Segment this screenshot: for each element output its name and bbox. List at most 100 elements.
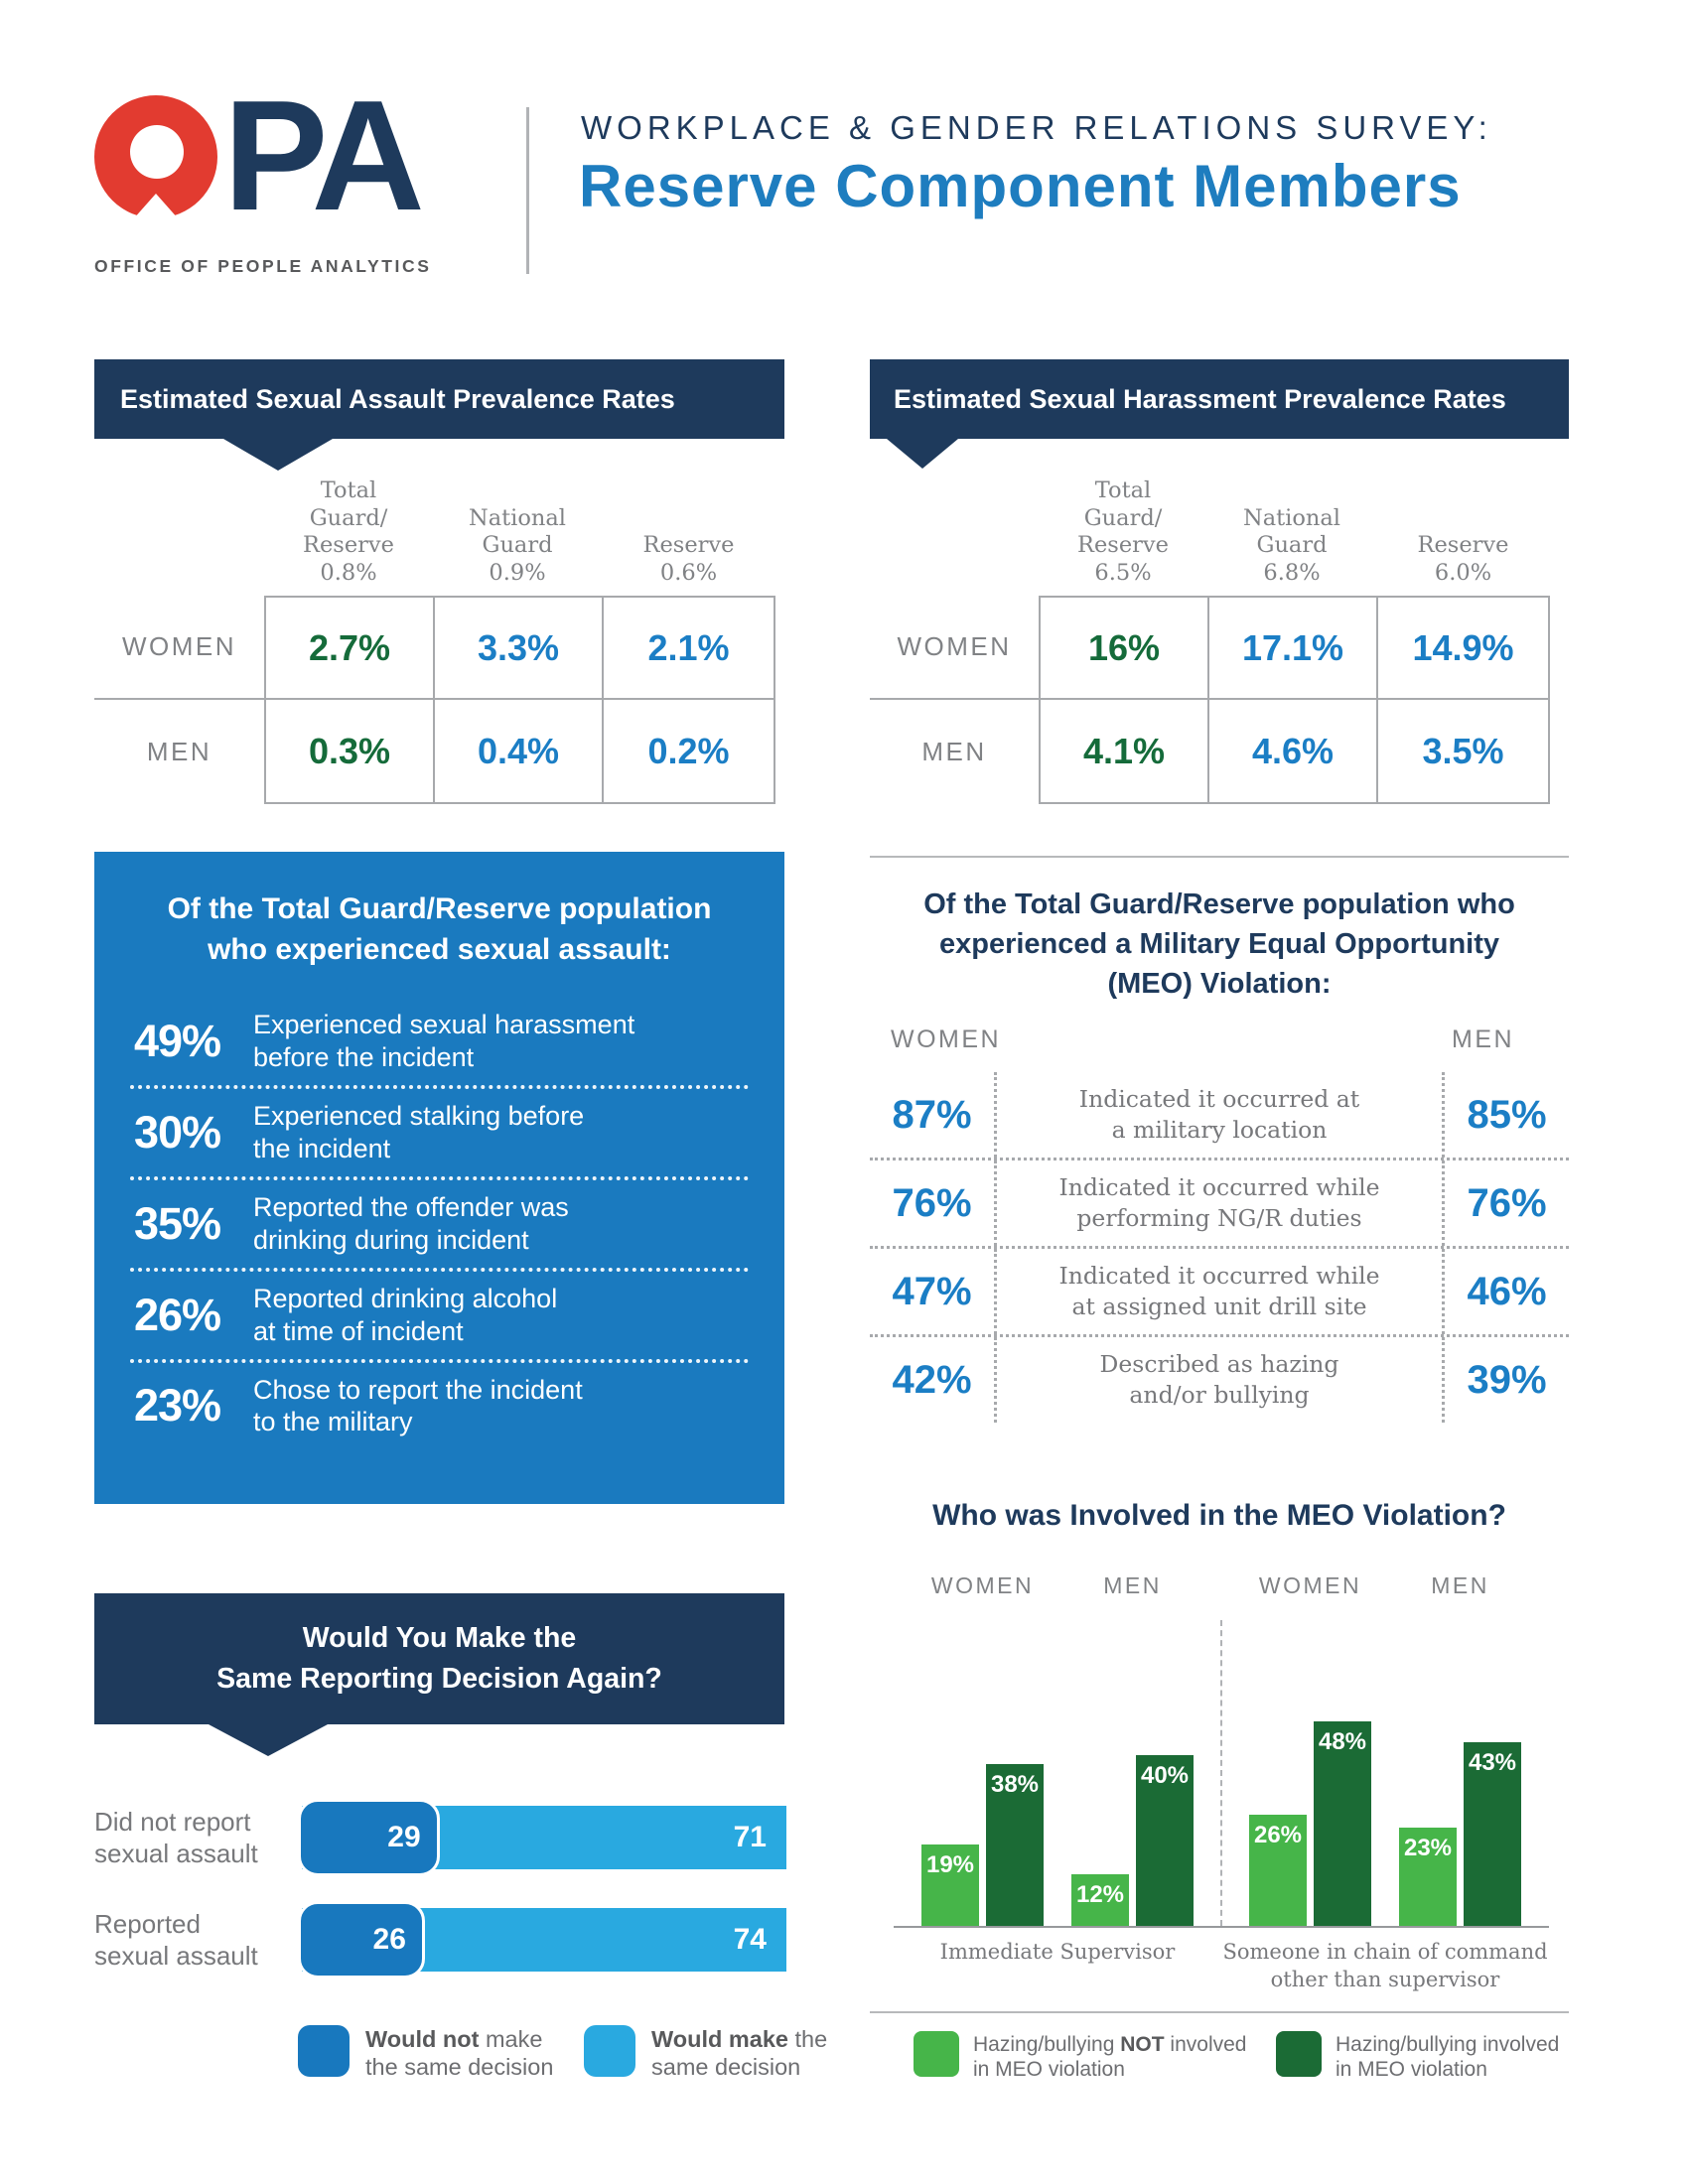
segment-value: 26 [372,1923,406,1956]
would-not-make-segment: 29 [298,1799,440,1876]
bar-pair-label: MEN [1103,1572,1162,1598]
meo-men-percent: 76% [1467,1180,1547,1225]
table-cell: 4.1% [1039,700,1207,804]
legend-label: Hazing/bullying involved in MEO violatio… [1336,2033,1560,2082]
table-cell: 0.3% [264,700,433,804]
meo-men-label: MEN [1452,1025,1515,1053]
column-header: Reserve 6.0% [1417,532,1509,586]
table-cell: 3.5% [1376,700,1550,804]
table-cell: 2.1% [602,596,775,700]
legend-hazing-involved: Hazing/bullying involved in MEO violatio… [1276,2031,1559,2082]
table-cell: 3.3% [433,596,602,700]
bar-value: 43% [1468,1749,1517,1776]
chart-group-immediate-supervisor: WOMEN 19% 38% MEN 12% 40% [894,1569,1221,1926]
table-cell: 14.9% [1376,596,1550,700]
page-title: Reserve Component Members [579,153,1462,219]
stat-percent: 30% [134,1106,221,1158]
table-cell: 0.2% [602,700,775,804]
bar-hazing-involved: 38% [986,1764,1044,1926]
legend-label: Would not make the same decision [365,2026,554,2080]
bar-pair: MEN 12% 40% [1071,1569,1194,1926]
stat-percent: 35% [134,1197,221,1249]
meo-women-label: WOMEN [891,1025,1002,1053]
segment-value: 29 [387,1821,421,1853]
stacked-bar-row: Did not report sexual assault 71 29 [94,1799,786,1876]
meo-row: 76% Indicated it occurred while performi… [870,1158,1569,1246]
group-divider [1220,1620,1222,1926]
who-chart-title: Who was Involved in the MEO Violation? [932,1499,1506,1532]
axis-group-label: Immediate Supervisor [939,1940,1176,1964]
bar-pair: WOMEN 26% 48% [1249,1569,1371,1926]
column-header: National Guard 0.9% [469,504,566,586]
meo-row: 42% Described as hazing and/or bullying … [870,1334,1569,1423]
harassment-prevalence-table: Total Guard/ Reserve 6.5% National Guard… [870,459,1570,804]
column-header: Total Guard/ Reserve 0.8% [303,478,394,586]
bar-value: 40% [1140,1762,1190,1789]
harassment-banner-pointer-icon [887,439,958,469]
bar-hazing-not-involved: 19% [921,1844,979,1926]
would-not-make-segment: 26 [298,1901,425,1979]
stat-text: Reported the offender was drinking durin… [253,1191,569,1255]
legend-swatch-icon [1276,2031,1322,2077]
assault-experience-title: Of the Total Guard/Reserve population wh… [167,892,712,966]
stacked-bar-category: Reported sexual assault [94,1908,258,1972]
opa-logo: PA [94,68,425,244]
column-header: Reserve 0.6% [642,532,735,586]
stacked-bar: 74 26 [298,1901,786,1979]
bar-hazing-involved: 48% [1314,1721,1371,1926]
meo-women-percent: 47% [892,1269,972,1313]
section-rule [870,2011,1569,2013]
meo-men-percent: 46% [1467,1269,1547,1313]
section-rule [870,856,1569,858]
stat-percent: 49% [134,1015,221,1066]
assault-banner-pointer-icon [223,439,333,471]
opa-logo-acronym: PA [223,68,425,244]
meo-men-percent: 85% [1467,1092,1547,1137]
stat-text: Experienced sexual harassment before the… [253,1010,635,1072]
chart-group-chain-of-command: WOMEN 26% 48% MEN 23% 43% [1220,1569,1549,1926]
segment-value: 71 [733,1821,767,1853]
stat-row: 49% Experienced sexual harassment before… [130,998,749,1089]
meo-men-percent: 39% [1467,1357,1547,1402]
bar-hazing-not-involved: 26% [1249,1815,1307,1926]
bar-pair-label: MEN [1431,1572,1489,1598]
row-label: MEN [921,737,987,766]
bar-value: 12% [1075,1881,1125,1908]
meo-row: 47% Indicated it occurred while at assig… [870,1246,1569,1334]
harassment-banner: Estimated Sexual Harassment Prevalence R… [870,359,1569,439]
who-involved-bar-chart: WOMEN 19% 38% MEN 12% 40% WOMEN 26% 48% MEN 23% 43… [894,1569,1549,1928]
reporting-banner-pointer-icon [209,1724,328,1756]
column-header: Total Guard/ Reserve 6.5% [1077,478,1169,586]
table-cell: 2.7% [264,596,433,700]
opa-logo-mark-icon [94,95,217,219]
meo-row-text: Indicated it occurred while at assigned … [994,1249,1445,1334]
meo-row-text: Indicated it occurred at a military loca… [994,1072,1445,1158]
bar-hazing-involved: 43% [1464,1742,1521,1926]
meo-women-percent: 76% [892,1180,972,1225]
stat-row: 30% Experienced stalking before the inci… [130,1089,749,1180]
legend-swatch-icon [298,2025,350,2077]
row-label: WOMEN [94,596,264,700]
header-divider [526,107,529,274]
stat-text: Reported drinking alcohol at time of inc… [253,1283,558,1346]
legend-would-make: Would make the same decision [584,2025,827,2081]
legend-swatch-icon [584,2025,635,2077]
legend-swatch-icon [914,2031,959,2077]
stacked-bar: 71 29 [298,1799,786,1876]
survey-kicker: WORKPLACE & GENDER RELATIONS SURVEY: [581,109,1492,146]
bar-value: 19% [925,1851,975,1878]
stat-text: Chose to report the incident to the mili… [253,1374,583,1437]
assault-experience-box: Of the Total Guard/Reserve population wh… [94,852,784,1504]
row-label: WOMEN [870,596,1039,700]
legend-label: Hazing/bullying NOT involved in MEO viol… [973,2033,1247,2082]
stat-row: 26% Reported drinking alcohol at time of… [130,1272,749,1363]
legend-hazing-not-involved: Hazing/bullying NOT involved in MEO viol… [914,2031,1246,2082]
bar-pair-label: WOMEN [930,1572,1035,1598]
stacked-bar-row: Reported sexual assault 74 26 [94,1901,786,1979]
meo-row: 87% Indicated it occurred at a military … [870,1072,1569,1158]
segment-value: 74 [733,1923,767,1956]
stat-text: Experienced stalking before the incident [253,1100,585,1163]
logo-org-name: OFFICE OF PEOPLE ANALYTICS [94,256,432,276]
legend-label: Would make the same decision [651,2026,828,2080]
